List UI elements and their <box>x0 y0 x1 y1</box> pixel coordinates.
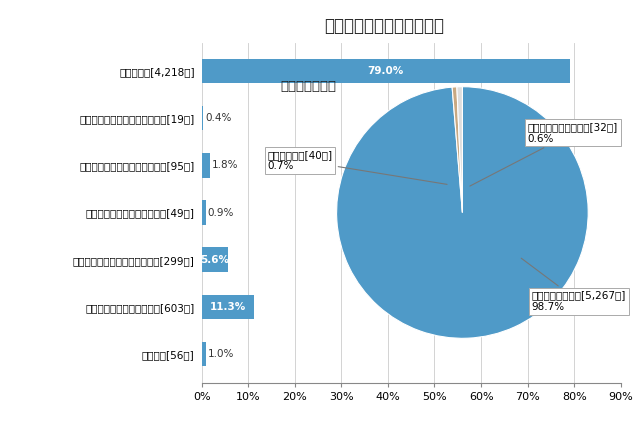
Bar <box>202 295 254 319</box>
Text: トランスジェンダー　[32人]
0.6%: トランスジェンダー [32人] 0.6% <box>470 122 618 186</box>
Text: 1.0%: 1.0% <box>208 349 234 359</box>
Text: シスジェンダー　[5,267人]
98.7%: シスジェンダー [5,267人] 98.7% <box>521 258 626 312</box>
Text: 0.4%: 0.4% <box>205 113 232 123</box>
Text: 性的指向アイデンティティ: 性的指向アイデンティティ <box>324 17 444 35</box>
Text: 性自認のあり方: 性自認のあり方 <box>280 80 336 94</box>
Text: 11.3%: 11.3% <box>210 302 246 312</box>
Text: 性別無回答　[40人]
0.7%: 性別無回答 [40人] 0.7% <box>268 150 447 184</box>
Bar <box>202 59 570 83</box>
Wedge shape <box>337 87 588 338</box>
Text: 1.8%: 1.8% <box>212 160 238 170</box>
Bar <box>202 342 206 366</box>
Wedge shape <box>452 87 463 212</box>
Text: 79.0%: 79.0% <box>367 66 404 76</box>
Bar <box>202 106 204 130</box>
Bar <box>202 200 206 225</box>
Wedge shape <box>457 87 463 212</box>
Text: 0.9%: 0.9% <box>207 207 234 218</box>
Text: 5.6%: 5.6% <box>200 255 229 265</box>
Bar <box>202 247 228 272</box>
Bar <box>202 153 210 178</box>
